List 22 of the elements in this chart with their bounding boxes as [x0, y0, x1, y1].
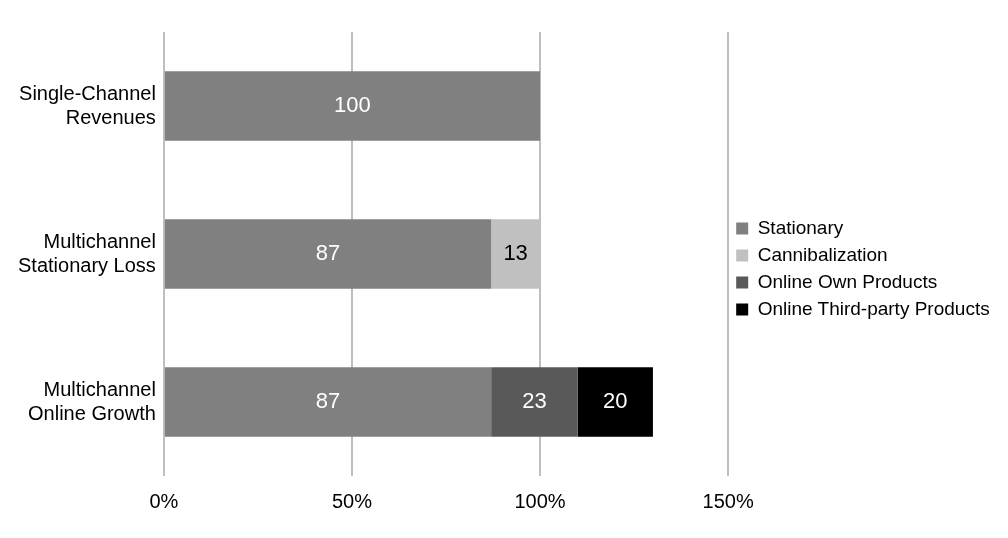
bar [491, 367, 578, 437]
data-label: 13 [503, 240, 528, 266]
data-label: 20 [603, 388, 628, 414]
x-tick-label: 100% [514, 489, 566, 512]
bar [577, 367, 653, 437]
bar [164, 219, 492, 289]
data-label: 87 [315, 388, 341, 414]
y-tick-label: Multichannel Stationary Loss [17, 229, 156, 276]
data-label: 87 [315, 240, 341, 266]
legend-label: Stationary [757, 216, 844, 238]
bar [164, 367, 492, 437]
x-tick-label: 150% [702, 489, 754, 512]
bar [164, 71, 541, 141]
y-tick-label: Single-Channel Revenues [19, 81, 156, 128]
data-label: 100 [334, 92, 371, 118]
legend-label: Cannibalization [757, 243, 888, 265]
legend-label: Online Own Products [757, 270, 938, 292]
data-label: 23 [522, 388, 547, 414]
x-tick-label: 50% [331, 489, 373, 512]
legend-label: Online Third-party Products [757, 297, 990, 319]
y-tick-label: Multichannel Online Growth [28, 377, 156, 424]
x-tick-label: 0% [149, 489, 179, 512]
